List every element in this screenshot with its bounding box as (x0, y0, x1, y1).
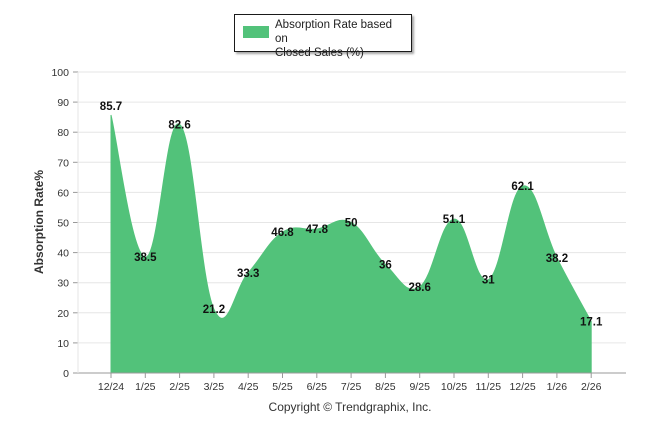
data-label-9: 28.6 (409, 282, 431, 294)
data-label-12: 62.1 (511, 181, 534, 193)
y-tick-label-100: 100 (51, 67, 69, 79)
y-tick-label-30: 30 (57, 278, 69, 290)
x-tick-label-9: 9/25 (409, 381, 430, 393)
legend-label-line-2: Closed Sales (%) (275, 47, 364, 59)
y-tick-label-50: 50 (57, 218, 69, 230)
x-tick-label-2: 2/25 (169, 381, 190, 393)
y-tick-label-0: 0 (63, 368, 69, 380)
y-tick-label-40: 40 (57, 248, 69, 260)
data-label-3: 21.2 (203, 304, 225, 316)
legend-swatch (243, 26, 269, 38)
data-label-13: 38.2 (546, 253, 568, 265)
data-label-14: 17.1 (580, 317, 603, 329)
data-label-8: 36 (379, 260, 392, 272)
x-tick-label-8: 8/25 (375, 381, 396, 393)
x-tick-label-13: 1/26 (547, 381, 568, 393)
series-area (110, 114, 592, 374)
axes: 0 10 20 30 40 50 60 70 80 90 100 12/24 1/25 2/25 3/25 4… (51, 67, 626, 393)
y-tick-label-70: 70 (57, 157, 69, 169)
legend-label: Absorption Rate based on Closed Sales (%… (275, 18, 407, 60)
x-tick-label-6: 6/25 (307, 381, 328, 393)
data-label-4: 33.3 (237, 268, 259, 280)
data-label-1: 38.5 (134, 252, 157, 264)
y-axis-label: Absorption Rate% (32, 170, 46, 274)
legend-label-line-1: Absorption Rate based on (275, 19, 392, 45)
x-tick-label-1: 1/25 (135, 381, 156, 393)
data-label-7: 50 (345, 218, 358, 230)
data-label-0: 85.7 (100, 101, 122, 113)
data-label-5: 46.8 (271, 227, 294, 239)
x-tick-label-10: 10/25 (441, 381, 467, 393)
data-label-6: 47.8 (306, 224, 329, 236)
y-tick-label-20: 20 (57, 308, 69, 320)
legend: Absorption Rate based on Closed Sales (%… (234, 14, 412, 59)
x-tick-label-0: 12/24 (98, 381, 124, 393)
x-tick-label-5: 5/25 (272, 381, 293, 393)
data-labels: 85.7 38.5 82.6 21.2 33.3 46.8 47.8 50 36 28.6 51.1… (100, 101, 603, 328)
y-tick-label-60: 60 (57, 187, 69, 199)
data-label-11: 31 (482, 275, 495, 287)
x-tick-label-3: 3/25 (204, 381, 225, 393)
x-tick-label-7: 7/25 (341, 381, 362, 393)
x-tick-label-12: 12/25 (509, 381, 535, 393)
x-tick-label-11: 11/25 (476, 381, 502, 393)
copyright-text: Copyright © Trendgraphix, Inc. (268, 400, 432, 414)
x-tick-label-14: 2/26 (581, 381, 602, 393)
x-tick-label-4: 4/25 (238, 381, 259, 393)
y-tick-label-80: 80 (57, 127, 69, 139)
data-label-10: 51.1 (443, 214, 466, 226)
area-fill (110, 114, 592, 374)
data-label-2: 82.6 (168, 119, 190, 131)
y-tick-label-10: 10 (57, 338, 69, 350)
y-tick-label-90: 90 (57, 97, 69, 109)
